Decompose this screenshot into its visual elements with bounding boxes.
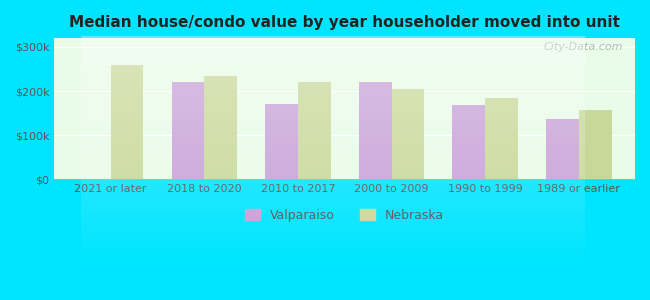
Text: City-Data.com: City-Data.com bbox=[544, 42, 623, 52]
Bar bbox=[111, 65, 144, 179]
Bar bbox=[172, 82, 204, 179]
Bar bbox=[204, 76, 237, 179]
Bar bbox=[391, 89, 424, 179]
Bar bbox=[298, 82, 331, 179]
Bar bbox=[546, 118, 578, 179]
Bar bbox=[485, 98, 518, 179]
Title: Median house/condo value by year householder moved into unit: Median house/condo value by year househo… bbox=[70, 15, 620, 30]
Bar bbox=[452, 105, 485, 179]
Legend: Valparaiso, Nebraska: Valparaiso, Nebraska bbox=[240, 204, 449, 227]
Bar bbox=[578, 110, 612, 179]
Bar bbox=[359, 82, 391, 179]
Bar bbox=[265, 104, 298, 179]
